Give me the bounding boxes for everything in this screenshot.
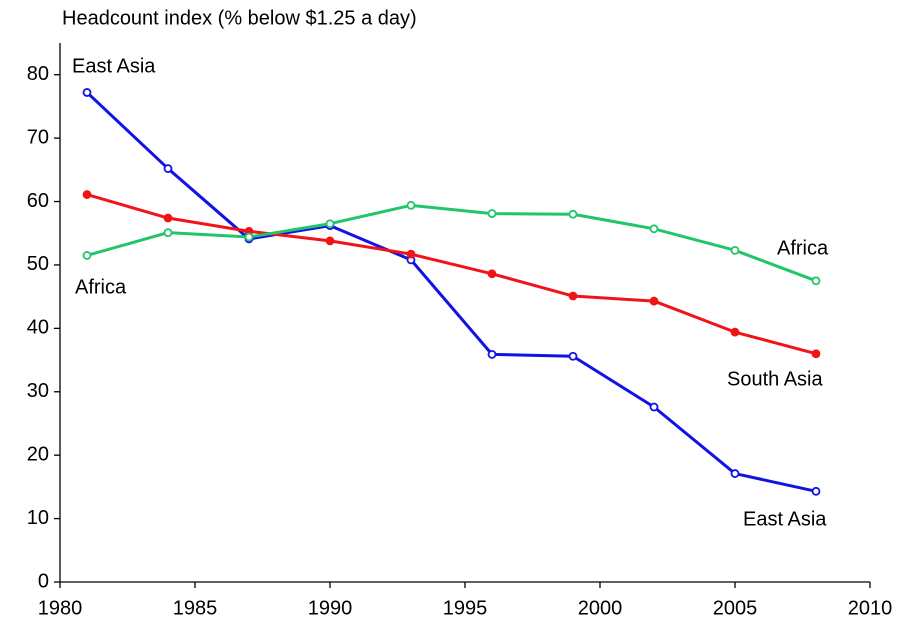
data-point (649, 224, 659, 234)
data-point (406, 200, 416, 210)
y-tick-label: 70 (27, 126, 49, 148)
data-point (325, 236, 335, 246)
data-point (811, 276, 821, 286)
y-tick-label: 10 (27, 507, 49, 529)
data-point (406, 249, 416, 259)
chart-title: Headcount index (% below $1.25 a day) (62, 7, 417, 29)
data-point (649, 296, 659, 306)
x-tick-label: 1990 (308, 597, 353, 619)
series-label: East Asia (743, 508, 827, 530)
x-tick-label: 1980 (38, 597, 83, 619)
data-point (649, 402, 659, 412)
data-point (82, 88, 92, 97)
series-label: South Asia (727, 368, 824, 390)
data-point (811, 349, 821, 359)
data-point (730, 469, 740, 478)
y-tick-label: 0 (38, 570, 49, 592)
data-point (163, 213, 173, 223)
series-line (85, 91, 817, 493)
data-point (82, 251, 92, 260)
y-tick-label: 60 (27, 190, 49, 212)
series-line (86, 193, 817, 356)
y-tick-label: 80 (27, 63, 49, 85)
data-point (811, 486, 821, 496)
series-label: Africa (75, 276, 127, 298)
series-line (86, 203, 817, 283)
x-tick-label: 2005 (713, 597, 758, 619)
data-point (568, 351, 578, 361)
data-point (163, 164, 173, 173)
data-point (325, 219, 335, 229)
data-point (163, 228, 173, 238)
x-tick-label: 1995 (443, 597, 488, 619)
series-label: East Asia (72, 55, 156, 77)
data-point (82, 190, 92, 199)
data-point (244, 232, 254, 242)
data-point (487, 269, 497, 279)
x-tick-label: 1985 (173, 597, 218, 619)
series-label: Africa (777, 237, 829, 259)
x-tick-label: 2010 (848, 597, 893, 619)
data-point (730, 327, 740, 337)
data-point (568, 291, 578, 301)
data-point (568, 209, 578, 219)
y-tick-label: 40 (27, 317, 49, 339)
y-tick-label: 20 (27, 443, 49, 465)
data-point (487, 349, 497, 359)
y-tick-label: 30 (27, 380, 49, 402)
data-point (487, 209, 497, 218)
x-tick-label: 2000 (578, 597, 623, 619)
data-point (730, 245, 740, 255)
y-tick-label: 50 (27, 253, 49, 275)
